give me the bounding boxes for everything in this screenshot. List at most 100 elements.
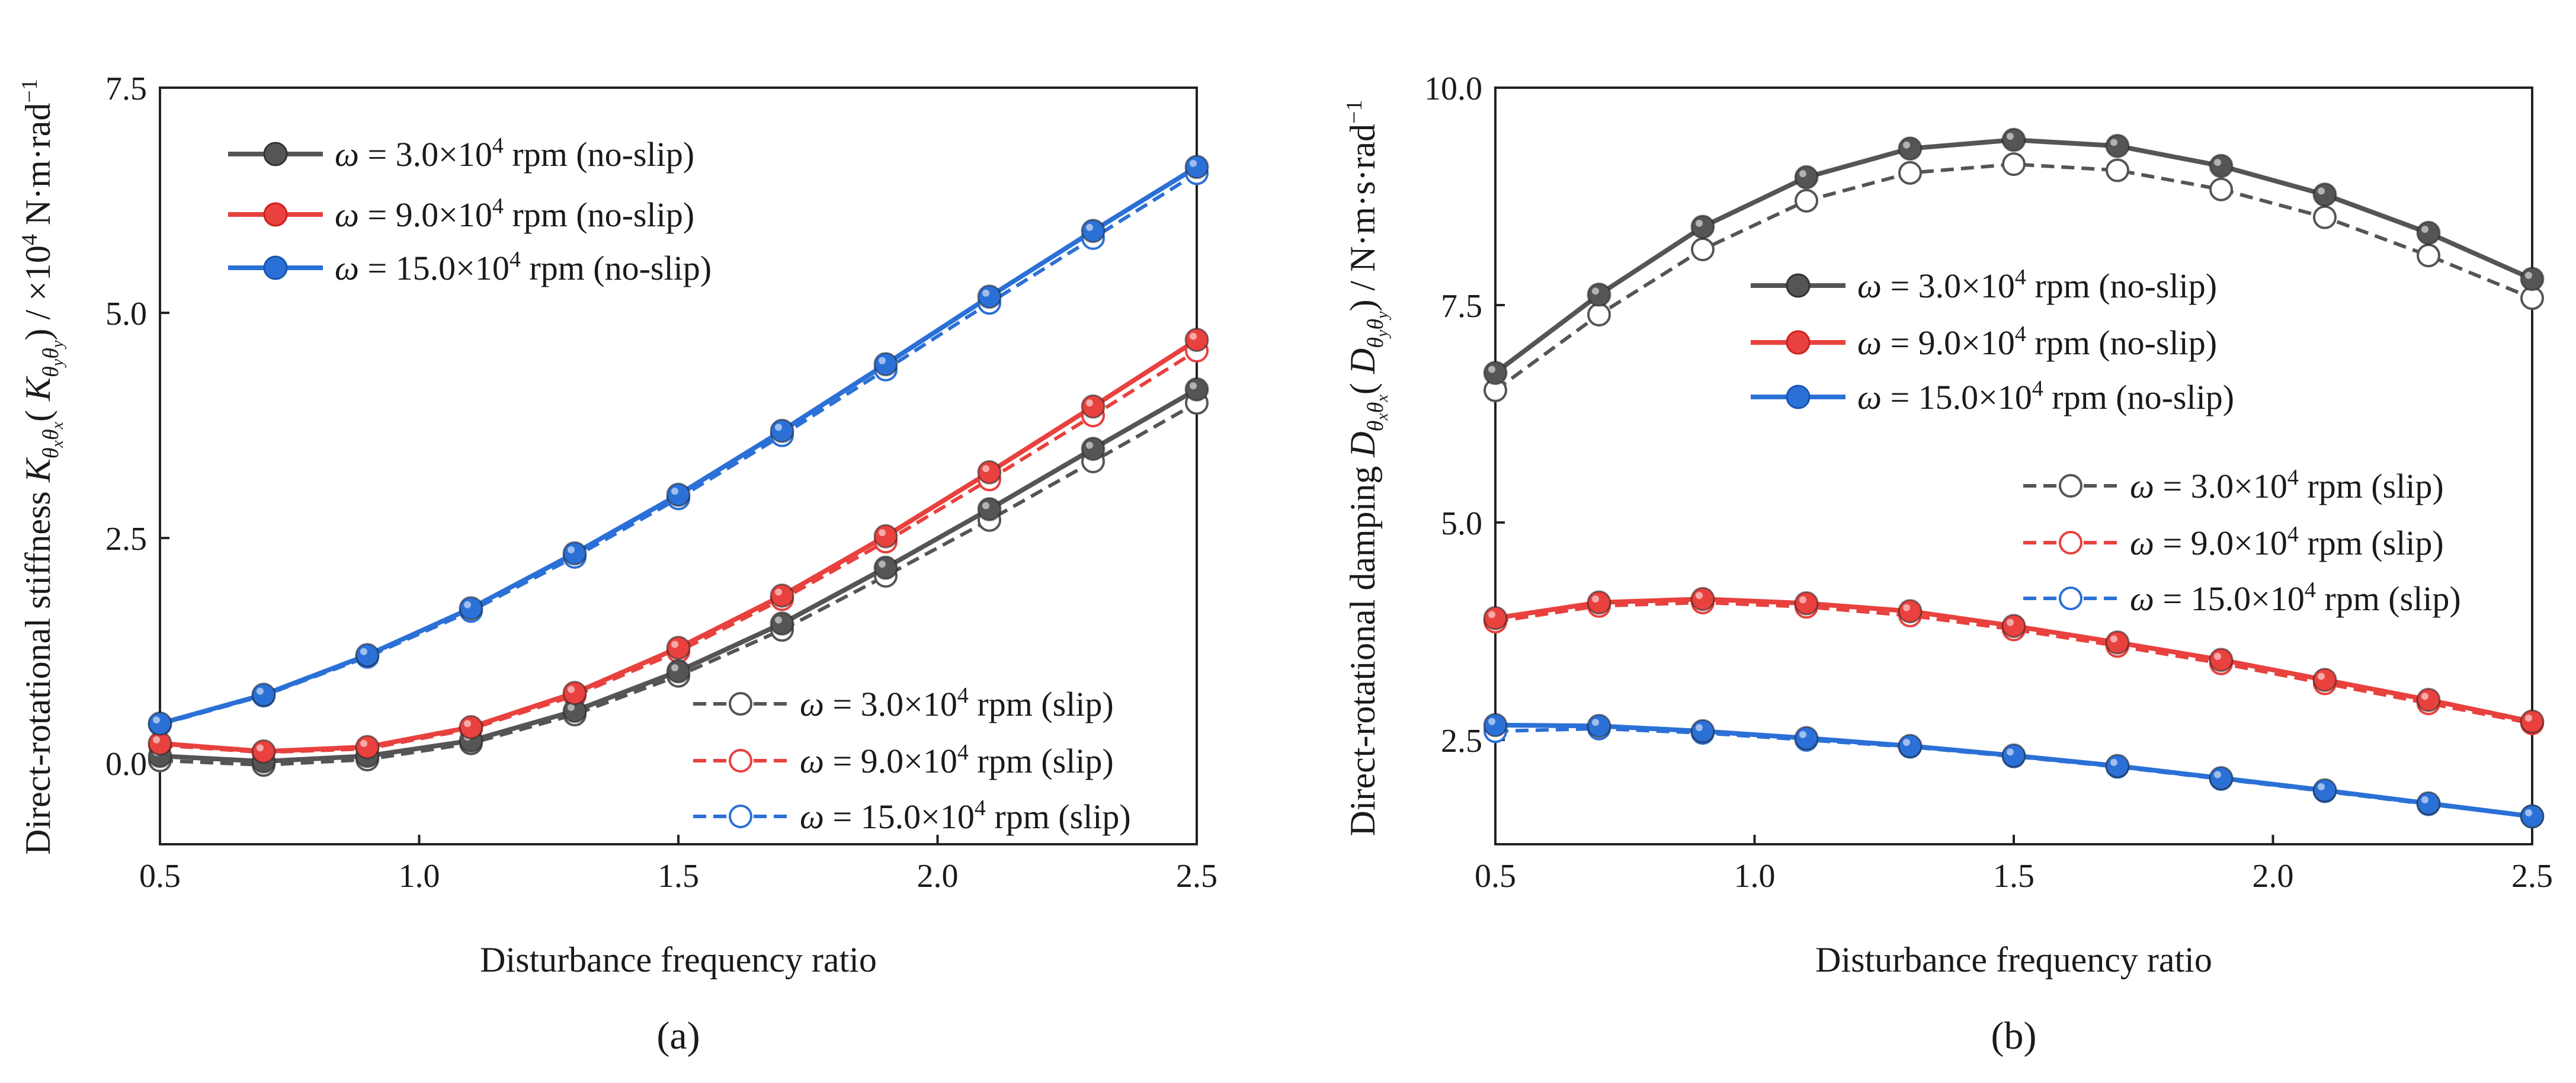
data-point-highlight [671, 640, 678, 648]
data-point [873, 352, 898, 377]
legend-entry-a-2: ω = 15.0×104 rpm (no-slip) [335, 247, 712, 287]
data-point [2209, 648, 2234, 672]
data-point-highlight [1799, 730, 1806, 738]
x-axis-label-b: Disturbance frequency ratio [1815, 940, 2212, 979]
x-tick-label: 1.5 [1993, 858, 2034, 895]
data-point [562, 681, 587, 706]
data-point-highlight [1903, 604, 1910, 611]
data-point-highlight [1488, 717, 1495, 725]
data-point [770, 418, 794, 443]
data-point [2520, 709, 2545, 734]
data-point [1898, 733, 1923, 758]
data-point [2105, 754, 2130, 778]
data-point [2002, 152, 2026, 177]
data-point [770, 611, 794, 636]
data-point [1587, 713, 1611, 738]
data-point [2312, 668, 2337, 693]
data-point [562, 541, 587, 566]
data-point [770, 583, 794, 608]
y-tick-label: 7.5 [1441, 288, 1482, 325]
x-tick-label: 2.5 [1176, 858, 1217, 895]
panel-b: 0.5 1.0 1.5 2.0 2.5 2.5 5.0 7.5 10.0 Direct-rota… [1342, 71, 2553, 1058]
data-point [666, 636, 691, 661]
data-point-highlight [1799, 596, 1806, 604]
data-point [355, 643, 380, 668]
data-point-highlight [982, 502, 989, 510]
x-tick-label: 1.0 [399, 858, 440, 895]
legend-entry-a-5: ω = 15.0×104 rpm (slip) [800, 796, 1131, 836]
data-point-highlight [2421, 226, 2428, 233]
data-point [666, 659, 691, 684]
data-point-highlight [879, 560, 886, 568]
data-point [2105, 133, 2130, 158]
data-point-highlight [879, 529, 886, 537]
data-point-highlight [1592, 719, 1599, 726]
data-point [2520, 267, 2545, 291]
data-point [1081, 219, 1106, 243]
data-point [977, 460, 1002, 485]
data-point [2209, 765, 2234, 790]
data-point [2417, 243, 2440, 268]
data-point-highlight [568, 546, 575, 553]
data-point [1483, 605, 1508, 630]
data-point-highlight [2318, 783, 2325, 790]
data-point-highlight [1086, 223, 1093, 231]
data-point-highlight [2525, 271, 2532, 279]
data-point-highlight [1190, 332, 1197, 340]
x-tick-label: 1.5 [658, 858, 699, 895]
data-point [1587, 282, 1611, 307]
data-point-highlight [153, 716, 160, 724]
legend-marker [1786, 385, 1811, 409]
data-point [873, 524, 898, 549]
data-point [2209, 153, 2234, 178]
data-point [2416, 687, 2441, 712]
data-point [2106, 158, 2129, 182]
y-tick-label: 2.5 [1441, 723, 1482, 760]
legend-entry-a-1: ω = 9.0×104 rpm (no-slip) [335, 194, 694, 234]
data-point-highlight [1592, 595, 1599, 603]
data-point [1898, 599, 1923, 624]
legend-entry-b-1: ω = 9.0×104 rpm (no-slip) [1857, 322, 2217, 362]
y-axis-label-b: Direct-rotational damping Dθxθx( Dθyθy) … [1342, 100, 1392, 837]
data-point [2105, 630, 2130, 655]
data-point-highlight [2214, 159, 2221, 166]
legend-marker [729, 692, 752, 716]
legend-entry-b-4: ω = 9.0×104 rpm (slip) [2130, 522, 2444, 562]
legend-entry-b-0: ω = 3.0×104 rpm (no-slip) [1857, 265, 2217, 305]
data-point-highlight [568, 704, 575, 712]
data-point-highlight [1592, 287, 1599, 295]
data-point [355, 735, 380, 760]
data-point-highlight [360, 648, 367, 655]
data-point-highlight [2421, 693, 2428, 700]
y-tick-label: 2.5 [105, 521, 147, 557]
data-point-highlight [671, 664, 678, 672]
x-axis-label-a: Disturbance frequency ratio [480, 940, 877, 979]
data-point-highlight [1086, 399, 1093, 407]
legend-marker [1786, 273, 1811, 298]
data-point [2313, 205, 2337, 229]
series-line-slip-4 [1495, 600, 2533, 725]
data-point [666, 482, 691, 507]
data-point-highlight [1696, 219, 1703, 227]
data-point [2520, 804, 2545, 829]
data-point [1184, 155, 1209, 180]
caption-b: (b) [1991, 1014, 2037, 1058]
x-tick-label: 2.0 [2253, 858, 2294, 895]
legend-marker [2059, 587, 2082, 610]
data-point-highlight [1488, 611, 1495, 619]
data-point [1794, 591, 1819, 616]
data-point [1184, 328, 1209, 353]
data-point-highlight [2007, 619, 2014, 626]
x-tick-label: 1.0 [1734, 858, 1776, 895]
data-point [1587, 303, 1611, 327]
legend-b-slip: ω = 3.0×104 rpm (slip) ω = 9.0×104 rpm (… [2023, 465, 2461, 618]
data-point-highlight [2110, 758, 2117, 766]
data-point [1483, 713, 1508, 738]
legend-marker [263, 202, 288, 227]
data-point-highlight [464, 601, 471, 608]
data-point [148, 711, 172, 736]
data-point-highlight [879, 357, 886, 364]
y-axis-label-a: Direct-rotational stiffness Kθxθx( Kθyθy… [17, 79, 67, 855]
panel-a: 0.5 1.0 1.5 2.0 2.5 0.0 2.5 5.0 7.5 Direct-rotat… [17, 71, 1217, 1058]
